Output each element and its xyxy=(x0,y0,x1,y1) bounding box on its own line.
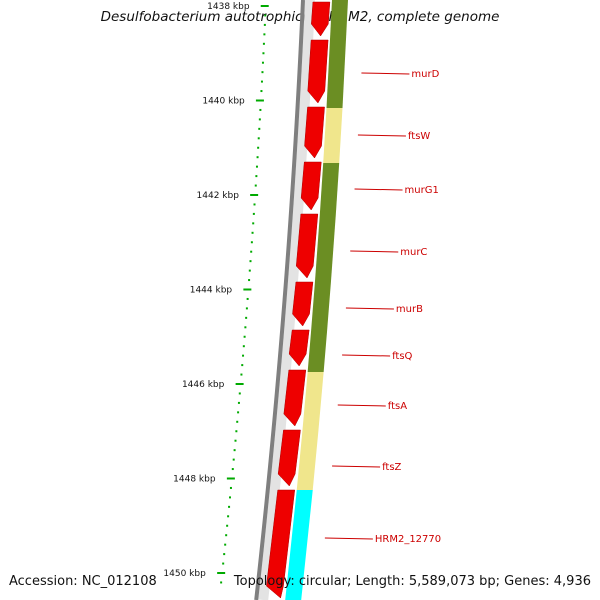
scale-label: 1450 kbp xyxy=(163,569,206,579)
gene-label-track[interactable]: murD ftsW murG1 murC murB ftsQ ftsA ftsZ HRM2_12… xyxy=(324,69,441,545)
cog-band-murB xyxy=(310,283,331,332)
cds-arrow-track[interactable] xyxy=(266,1,331,599)
cds-arrow[interactable] xyxy=(307,39,329,104)
gene-label-ftsQ[interactable]: ftsQ xyxy=(392,351,412,362)
cds-arrow[interactable] xyxy=(283,369,307,427)
cog-band-track xyxy=(285,0,348,600)
cds-arrow[interactable] xyxy=(292,281,314,327)
gene-label-ftsZ[interactable]: ftsZ xyxy=(382,462,401,473)
cds-arrow[interactable] xyxy=(304,106,325,159)
backbone-line xyxy=(254,0,305,600)
gene-label-murD[interactable]: murD xyxy=(411,69,439,80)
cog-band-HRM2_12770 xyxy=(285,490,313,600)
cog-band-ftsQ xyxy=(307,332,327,372)
leader-line xyxy=(350,250,399,253)
scale-label: 1442 kbp xyxy=(197,191,240,201)
scale-label: 1448 kbp xyxy=(173,475,216,485)
cog-band-murD xyxy=(326,0,348,108)
map-title: Desulfobacterium autotrophicum HRM2, com… xyxy=(100,9,500,25)
gene-label-ftsA[interactable]: ftsA xyxy=(388,401,407,412)
cds-arrow[interactable] xyxy=(277,429,301,487)
scale-label: 1438 kbp xyxy=(207,2,250,12)
accession-text: Accession: NC_012108 xyxy=(9,574,157,589)
leader-line xyxy=(332,465,381,468)
scale-label: 1446 kbp xyxy=(182,380,225,390)
kbp-scale: 1438 kbp 1440 kbp 1442 kbp 1444 kbp 1446 kbp… xyxy=(163,2,269,584)
leader-line xyxy=(342,354,391,357)
cog-band-ftsW xyxy=(323,108,343,163)
gene-label-murC[interactable]: murC xyxy=(400,247,427,258)
cog-band-ftsA xyxy=(302,372,324,432)
leader-line xyxy=(324,537,373,540)
cog-band-murG1 xyxy=(319,163,340,215)
leader-line xyxy=(345,307,394,310)
leader-line xyxy=(361,72,410,75)
scale-label: 1440 kbp xyxy=(202,97,245,107)
cds-arrow[interactable] xyxy=(311,1,331,37)
scale-label: 1444 kbp xyxy=(190,286,233,296)
gene-label-ftsW[interactable]: ftsW xyxy=(408,131,430,142)
cog-band-murC xyxy=(314,215,336,283)
leader-line xyxy=(337,404,386,407)
cog-band-ftsZ xyxy=(296,432,319,490)
cds-arrow[interactable] xyxy=(288,329,310,367)
gene-label-HRM2_12770[interactable]: HRM2_12770 xyxy=(375,534,441,545)
leader-line xyxy=(354,188,403,191)
cds-arrow[interactable] xyxy=(295,213,319,279)
gene-label-murB[interactable]: murB xyxy=(396,304,423,315)
cds-arrow[interactable] xyxy=(300,161,322,211)
gene-label-murG1[interactable]: murG1 xyxy=(405,185,439,196)
cds-arrow[interactable] xyxy=(266,489,296,599)
leader-line xyxy=(357,134,406,137)
backbone-track xyxy=(254,0,315,600)
genome-summary-text: Topology: circular; Length: 5,589,073 bp… xyxy=(233,574,591,589)
backbone-shadow xyxy=(258,0,315,600)
